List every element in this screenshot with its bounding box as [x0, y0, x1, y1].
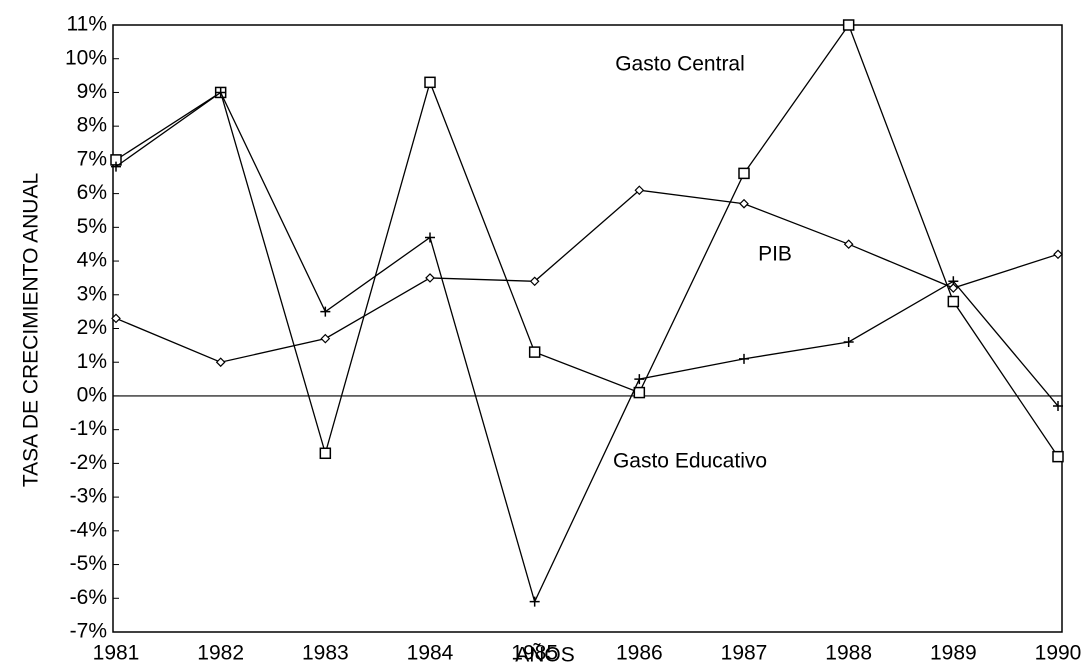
x-tick-label: 1985	[511, 642, 558, 665]
x-tick-label: 1983	[302, 642, 349, 665]
x-tick-label: 1984	[407, 642, 454, 665]
marker	[111, 161, 121, 172]
series-line	[115, 189, 1059, 363]
x-tick-label: 1986	[616, 642, 663, 665]
marker	[947, 295, 960, 308]
marker	[215, 357, 226, 368]
y-tick-label: 4%	[77, 249, 107, 272]
y-tick-label: -1%	[70, 417, 107, 440]
marker	[633, 386, 646, 399]
marker	[842, 19, 855, 31]
x-tick-label: 1982	[197, 642, 244, 665]
series-label: PIB	[758, 243, 792, 266]
y-tick-label: -5%	[70, 552, 107, 575]
y-tick-label: -7%	[70, 620, 107, 643]
marker	[1052, 450, 1064, 463]
y-tick-label: 1%	[77, 350, 107, 373]
y-tick-label: 11%	[67, 13, 107, 36]
y-tick-label: 6%	[77, 181, 107, 204]
x-tick-label: 1987	[721, 642, 768, 665]
x-tick-label: 1988	[825, 642, 872, 665]
series-label: Gasto Central	[615, 53, 745, 76]
y-tick-label: 7%	[77, 147, 107, 170]
marker	[948, 283, 959, 293]
y-tick-label: 0%	[77, 383, 107, 406]
x-tick-label: 1981	[93, 642, 140, 665]
plot-frame	[112, 24, 1063, 633]
marker	[739, 353, 749, 364]
series-line	[115, 91, 1059, 604]
x-axis-label: AÑOS	[515, 643, 575, 667]
series-label: Gasto Educativo	[613, 450, 767, 473]
y-tick-label: 8%	[77, 114, 107, 137]
y-tick-label: 10%	[65, 46, 107, 69]
marker	[634, 374, 645, 385]
y-tick-label: -4%	[70, 518, 107, 541]
marker	[424, 76, 436, 89]
y-tick-label: 5%	[77, 215, 107, 238]
y-axis-label: TASA DE CRECIMIENTO ANUAL	[20, 173, 43, 487]
marker	[738, 167, 750, 180]
y-tick-label: 3%	[77, 282, 107, 305]
series-line	[115, 23, 1059, 458]
marker	[528, 346, 541, 358]
marker	[319, 447, 332, 460]
y-tick-label: 2%	[77, 316, 107, 339]
marker	[320, 333, 331, 344]
y-tick-label: -6%	[70, 586, 107, 609]
x-tick-label: 1989	[930, 642, 977, 665]
marker	[843, 239, 854, 250]
marker	[529, 276, 540, 287]
y-tick-label: 9%	[77, 80, 107, 103]
x-tick-label: 1990	[1035, 642, 1082, 665]
marker	[425, 273, 435, 283]
marker	[529, 596, 540, 607]
marker	[843, 336, 854, 347]
marker	[111, 313, 121, 324]
marker	[425, 232, 435, 243]
marker	[320, 306, 331, 317]
marker	[739, 198, 749, 209]
marker	[215, 87, 226, 98]
marker	[1053, 249, 1063, 260]
marker	[1053, 401, 1063, 412]
y-tick-label: -3%	[70, 485, 107, 508]
y-tick-label: -2%	[70, 451, 107, 474]
marker	[634, 185, 645, 196]
